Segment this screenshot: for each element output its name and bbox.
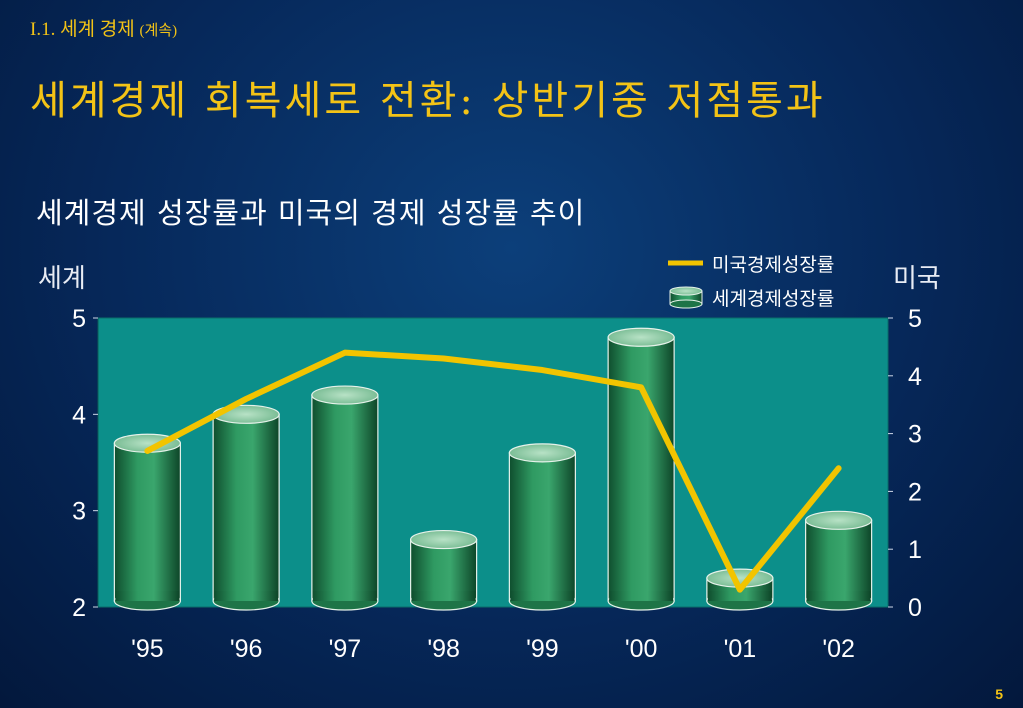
line-series: [144, 349, 842, 593]
bar: [410, 529, 478, 611]
bar: [311, 385, 379, 611]
right-tick-label: 4: [908, 363, 922, 391]
x-tick-label: '97: [329, 635, 362, 663]
x-tick-label: '02: [822, 635, 855, 663]
bar-body: [508, 452, 576, 602]
legend-bar-base: [669, 299, 703, 309]
x-tick-label: '95: [131, 635, 164, 663]
right-tick-label: 1: [908, 536, 922, 564]
bar: [508, 443, 576, 611]
breadcrumb-suffix: (계속): [139, 23, 178, 39]
bar-top: [410, 529, 478, 550]
legend-label: 세계경제성장률: [712, 288, 834, 310]
x-tick-label: '96: [230, 635, 263, 663]
bar-base-fill: [609, 591, 674, 601]
bar-body: [311, 394, 379, 602]
x-tick-label: '98: [427, 635, 460, 663]
bar-base-fill: [411, 591, 476, 601]
bar-base-fill: [806, 591, 871, 601]
x-tick-label: '01: [724, 635, 757, 663]
x-tick-label: '99: [526, 635, 559, 663]
right-axis-label: 미국: [893, 264, 941, 294]
bar-base-fill: [510, 591, 575, 601]
x-axis: '95 '96 '97 '98 '99 '00 '01 '02: [131, 635, 855, 663]
legend-label: 미국경제성장률: [712, 254, 834, 276]
us-growth-line: [144, 349, 842, 593]
page-number: 5: [995, 686, 1003, 702]
bar: [805, 510, 873, 611]
breadcrumb-text: I.1. 세계 경제: [30, 19, 135, 40]
chart-title: 세계경제 성장률과 미국의 경제 성장률 추이: [36, 196, 586, 230]
bar-body: [607, 336, 675, 602]
bar-top: [805, 510, 873, 530]
right-tick-label: 2: [908, 478, 922, 506]
left-axis-label: 세계: [38, 264, 86, 294]
left-tick-label: 4: [72, 401, 86, 429]
bar-body: [805, 519, 873, 602]
bar-body: [113, 442, 181, 602]
bar-base-fill: [115, 591, 180, 601]
left-tick-label: 2: [72, 594, 86, 622]
left-tick-label: 5: [72, 305, 86, 333]
right-tick-label: 0: [908, 594, 922, 622]
left-axis: 2 3 4 5: [72, 305, 99, 622]
bar-base-fill: [312, 591, 377, 601]
bar: [607, 327, 675, 611]
bar: [212, 404, 280, 611]
bar-top: [607, 327, 675, 347]
right-tick-label: 3: [908, 421, 922, 449]
breadcrumb: I.1. 세계 경제 (계속): [30, 14, 177, 41]
bar: [113, 433, 181, 611]
bar-body: [410, 538, 478, 602]
bar-base-fill: [214, 591, 279, 601]
bar-top: [311, 385, 379, 405]
page-title: 세계경제 회복세로 전환: 상반기중 저점통과: [30, 78, 826, 124]
bar-top: [508, 443, 576, 463]
right-axis: 0 1 2 3 4 5: [888, 305, 922, 622]
x-tick-label: '00: [625, 635, 658, 663]
legend-bar-top: [669, 286, 703, 296]
left-tick-label: 3: [72, 498, 86, 526]
right-tick-label: 5: [908, 305, 922, 333]
bar-base-fill: [707, 591, 772, 601]
bar-body: [212, 413, 280, 602]
